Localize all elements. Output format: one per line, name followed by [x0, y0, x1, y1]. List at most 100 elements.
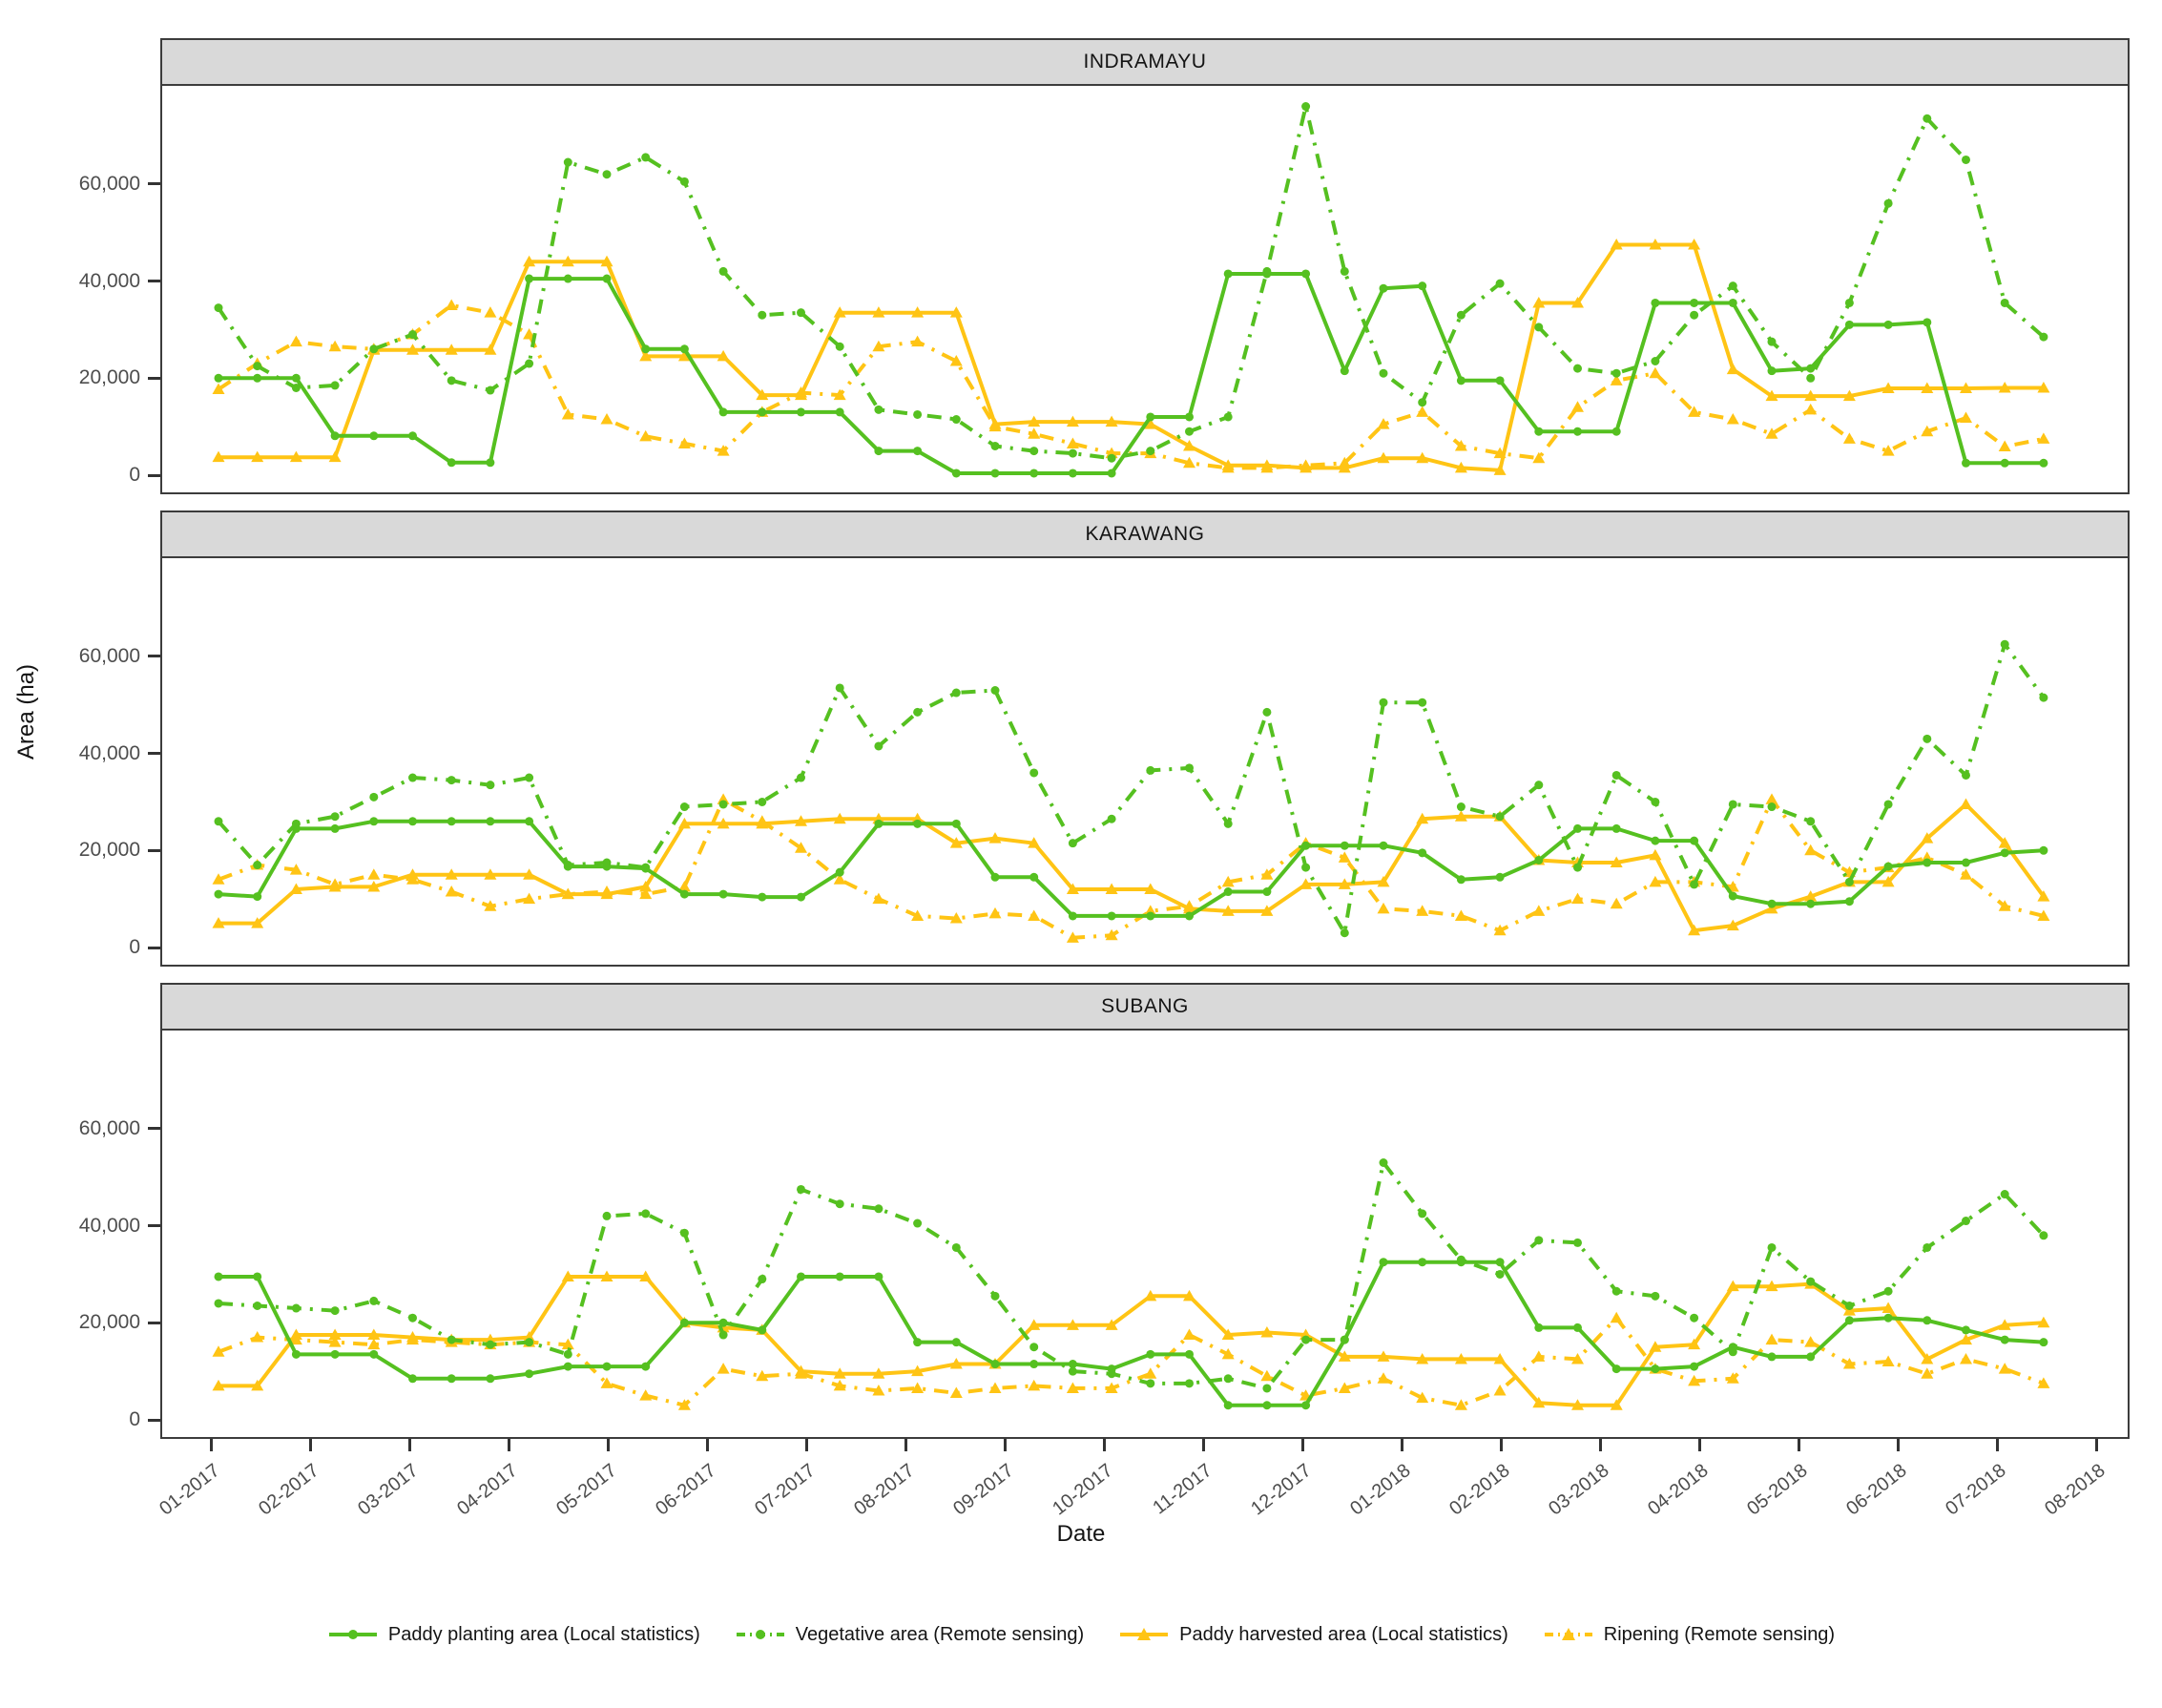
y-tick — [148, 752, 160, 756]
y-tick-label: 20,000 — [78, 366, 140, 389]
data-point-ripening — [949, 355, 963, 366]
data-point-planting — [1883, 862, 1893, 871]
data-point-planting — [2039, 845, 2048, 855]
data-point-vegetative — [951, 688, 961, 698]
data-point-vegetative — [641, 153, 651, 162]
data-point-vegetative — [1340, 266, 1349, 276]
y-tick-label: 0 — [129, 1408, 140, 1430]
data-point-ripening — [1377, 418, 1390, 429]
data-point-planting — [1379, 1258, 1388, 1267]
data-point-ripening — [1066, 437, 1079, 448]
data-point-vegetative — [525, 1338, 534, 1347]
data-point-planting — [951, 819, 961, 828]
data-point-planting — [758, 892, 767, 902]
data-point-planting — [1844, 1316, 1854, 1325]
data-point-ripening — [1649, 366, 1662, 379]
data-point-planting — [1068, 1360, 1077, 1369]
data-point-vegetative — [990, 1291, 1000, 1301]
data-point-planting — [447, 1374, 456, 1384]
data-point-vegetative — [1728, 281, 1737, 291]
data-point-planting — [1690, 1362, 1699, 1371]
data-point-harvested — [1377, 451, 1390, 464]
data-point-vegetative — [1495, 279, 1505, 288]
data-point-ripening — [1144, 1367, 1157, 1379]
y-tick-label: 60,000 — [78, 172, 140, 195]
data-point-vegetative — [1611, 770, 1621, 780]
data-point-ripening — [1804, 403, 1818, 415]
data-point-planting — [1495, 872, 1505, 882]
data-point-planting — [1146, 911, 1155, 921]
data-point-ripening — [988, 906, 1002, 919]
data-point-vegetative — [951, 1242, 961, 1252]
data-point-planting — [1767, 1352, 1777, 1362]
data-point-harvested — [1610, 856, 1623, 868]
data-point-planting — [1690, 298, 1699, 307]
data-point-vegetative — [797, 773, 805, 782]
data-point-vegetative — [253, 362, 262, 371]
data-point-planting — [1301, 841, 1311, 850]
data-point-planting — [2039, 458, 2048, 468]
data-point-planting — [1185, 911, 1194, 921]
data-point-harvested — [1416, 812, 1429, 824]
data-point-vegetative — [718, 800, 728, 809]
data-point-vegetative — [525, 773, 534, 782]
data-point-planting — [1690, 836, 1699, 845]
data-point-harvested — [561, 1270, 574, 1281]
data-point-vegetative — [1029, 1343, 1039, 1352]
data-point-harvested — [833, 812, 846, 824]
data-point-ripening — [833, 388, 846, 401]
data-point-vegetative — [1923, 114, 1932, 123]
data-point-vegetative — [447, 1335, 456, 1344]
data-point-vegetative — [1068, 448, 1077, 458]
data-point-harvested — [1183, 1289, 1195, 1302]
data-point-planting — [1029, 872, 1039, 882]
data-point-harvested — [1144, 418, 1157, 429]
data-point-harvested — [1221, 1328, 1235, 1341]
data-point-harvested — [872, 1367, 885, 1379]
data-point-harvested — [289, 883, 302, 894]
y-tick-label: 60,000 — [78, 1116, 140, 1139]
data-point-planting — [1728, 298, 1737, 307]
data-point-vegetative — [641, 863, 651, 872]
data-point-harvested — [523, 868, 536, 880]
data-point-ripening — [328, 878, 342, 889]
data-point-harvested — [677, 349, 691, 362]
data-point-vegetative — [563, 1349, 572, 1359]
data-point-harvested — [1454, 810, 1467, 822]
data-point-harvested — [1610, 1399, 1623, 1410]
data-point-vegetative — [835, 683, 844, 693]
data-point-vegetative — [253, 1302, 262, 1311]
data-point-vegetative — [1418, 398, 1427, 407]
data-point-planting — [1223, 887, 1233, 897]
x-tick — [1896, 1439, 1900, 1451]
data-point-ripening — [367, 868, 381, 880]
data-point-harvested — [1493, 1352, 1507, 1364]
data-point-planting — [214, 1272, 223, 1281]
data-point-harvested — [1765, 1280, 1778, 1292]
data-point-planting — [369, 431, 379, 441]
data-point-vegetative — [1806, 373, 1816, 383]
data-point-ripening — [1532, 451, 1546, 464]
data-point-vegetative — [330, 1306, 340, 1316]
y-tick-label: 0 — [129, 936, 140, 958]
data-point-planting — [408, 431, 417, 441]
y-tick-label: 0 — [129, 464, 140, 486]
data-point-harvested — [1377, 1350, 1390, 1362]
data-point-ripening — [251, 1331, 264, 1343]
data-point-ripening — [1493, 447, 1507, 459]
data-point-planting — [679, 1318, 689, 1327]
data-point-ripening — [1338, 456, 1351, 469]
data-point-vegetative — [1573, 364, 1582, 373]
data-point-planting — [1418, 281, 1427, 291]
x-tick — [1300, 1439, 1304, 1451]
data-point-planting — [2000, 848, 2009, 858]
data-point-vegetative — [1883, 1286, 1893, 1296]
data-point-ripening — [1066, 931, 1079, 943]
data-point-harvested — [445, 868, 458, 880]
data-point-harvested — [1998, 1319, 2011, 1330]
data-point-planting — [1107, 469, 1116, 478]
data-point-planting — [1418, 1258, 1427, 1267]
data-point-ripening — [1842, 432, 1856, 444]
data-point-ripening — [1493, 924, 1507, 936]
data-point-ripening — [367, 1338, 381, 1350]
